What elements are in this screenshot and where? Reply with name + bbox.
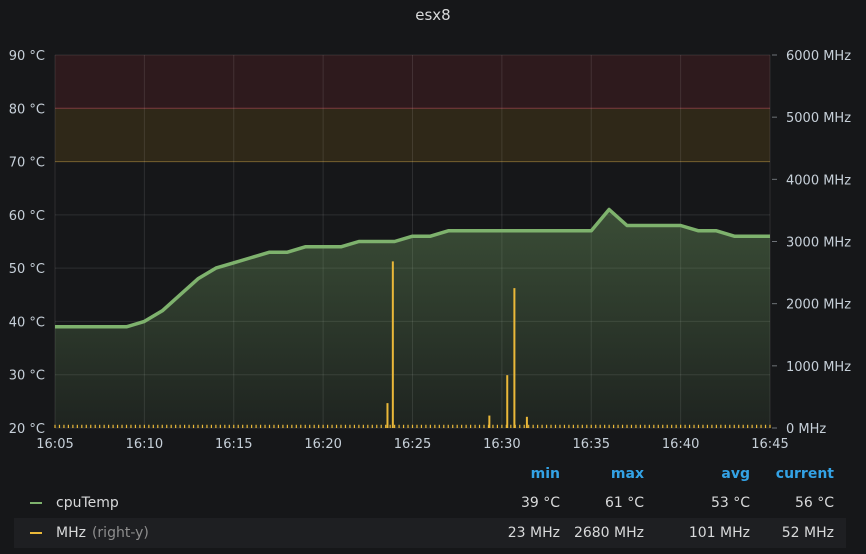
- legend-header-current[interactable]: current: [775, 466, 834, 482]
- y-tick-label: 40 °C: [9, 315, 45, 330]
- legend-header-max[interactable]: max: [610, 466, 644, 482]
- legend-swatch[interactable]: [30, 502, 42, 504]
- x-tick-label: 16:45: [751, 437, 788, 452]
- y-tick-label: 80 °C: [9, 102, 45, 117]
- legend-row-cputemp[interactable]: cpuTemp 39 °C 61 °C 53 °C 56 °C: [14, 488, 846, 518]
- x-tick-label: 16:40: [662, 437, 699, 452]
- legend-header-min[interactable]: min: [530, 466, 560, 482]
- y-right-tick-label: 5000 MHz: [786, 111, 851, 126]
- y-tick-label: 50 °C: [9, 262, 45, 277]
- chart-area: 20 °C 30 °C 40 °C 50 °C 60 °C 70 °C 80 °C 90 °C…: [9, 49, 851, 452]
- legend-avg: 101 MHz: [688, 525, 750, 541]
- cputemp-line: [55, 207, 770, 329]
- legend-current: 52 MHz: [781, 525, 834, 541]
- y-right-tick-label: 2000 MHz: [786, 298, 851, 313]
- legend-current: 56 °C: [794, 495, 834, 511]
- y-right-tick-label: 1000 MHz: [786, 360, 851, 375]
- legend-series-axis-note: (right-y): [91, 525, 149, 541]
- legend-max: 2680 MHz: [573, 525, 644, 541]
- cputemp-area: [55, 209, 770, 428]
- legend-series-name[interactable]: MHz (right-y): [56, 525, 149, 541]
- y-tick-label: 70 °C: [9, 156, 45, 171]
- x-tick-label: 16:30: [483, 437, 520, 452]
- legend-series-name[interactable]: cpuTemp: [56, 495, 119, 511]
- legend-table: min max avg current cpuTemp 39 °C 61 °C …: [14, 462, 846, 548]
- x-tick-label: 16:15: [215, 437, 252, 452]
- y-right-tick-label: 3000 MHz: [786, 236, 851, 251]
- y-right-tick-label: 0 MHz: [786, 422, 826, 437]
- x-tick-label: 16:20: [304, 437, 341, 452]
- legend-min: 23 MHz: [507, 525, 560, 541]
- x-tick-label: 16:05: [36, 437, 73, 452]
- legend-swatch[interactable]: [30, 532, 42, 534]
- y-tick-label: 60 °C: [9, 209, 45, 224]
- threshold-band: [55, 55, 770, 109]
- y-tick-label: 30 °C: [9, 369, 45, 384]
- legend-row-mhz[interactable]: MHz (right-y) 23 MHz 2680 MHz 101 MHz 52 …: [14, 518, 846, 548]
- legend-header-avg[interactable]: avg: [721, 466, 750, 482]
- x-tick-label: 16:10: [126, 437, 163, 452]
- y-right-tick-label: 4000 MHz: [786, 173, 851, 188]
- y-tick-label: 90 °C: [9, 49, 45, 64]
- panel-title[interactable]: esx8: [415, 6, 451, 24]
- legend-avg: 53 °C: [710, 495, 750, 511]
- legend-header: min max avg current: [14, 462, 846, 488]
- y-tick-label: 20 °C: [9, 422, 45, 437]
- x-tick-label: 16:25: [394, 437, 431, 452]
- threshold-band: [55, 108, 770, 162]
- x-tick-label: 16:35: [573, 437, 610, 452]
- legend-max: 61 °C: [604, 495, 644, 511]
- y-right-tick-label: 6000 MHz: [786, 49, 851, 64]
- legend-min: 39 °C: [520, 495, 560, 511]
